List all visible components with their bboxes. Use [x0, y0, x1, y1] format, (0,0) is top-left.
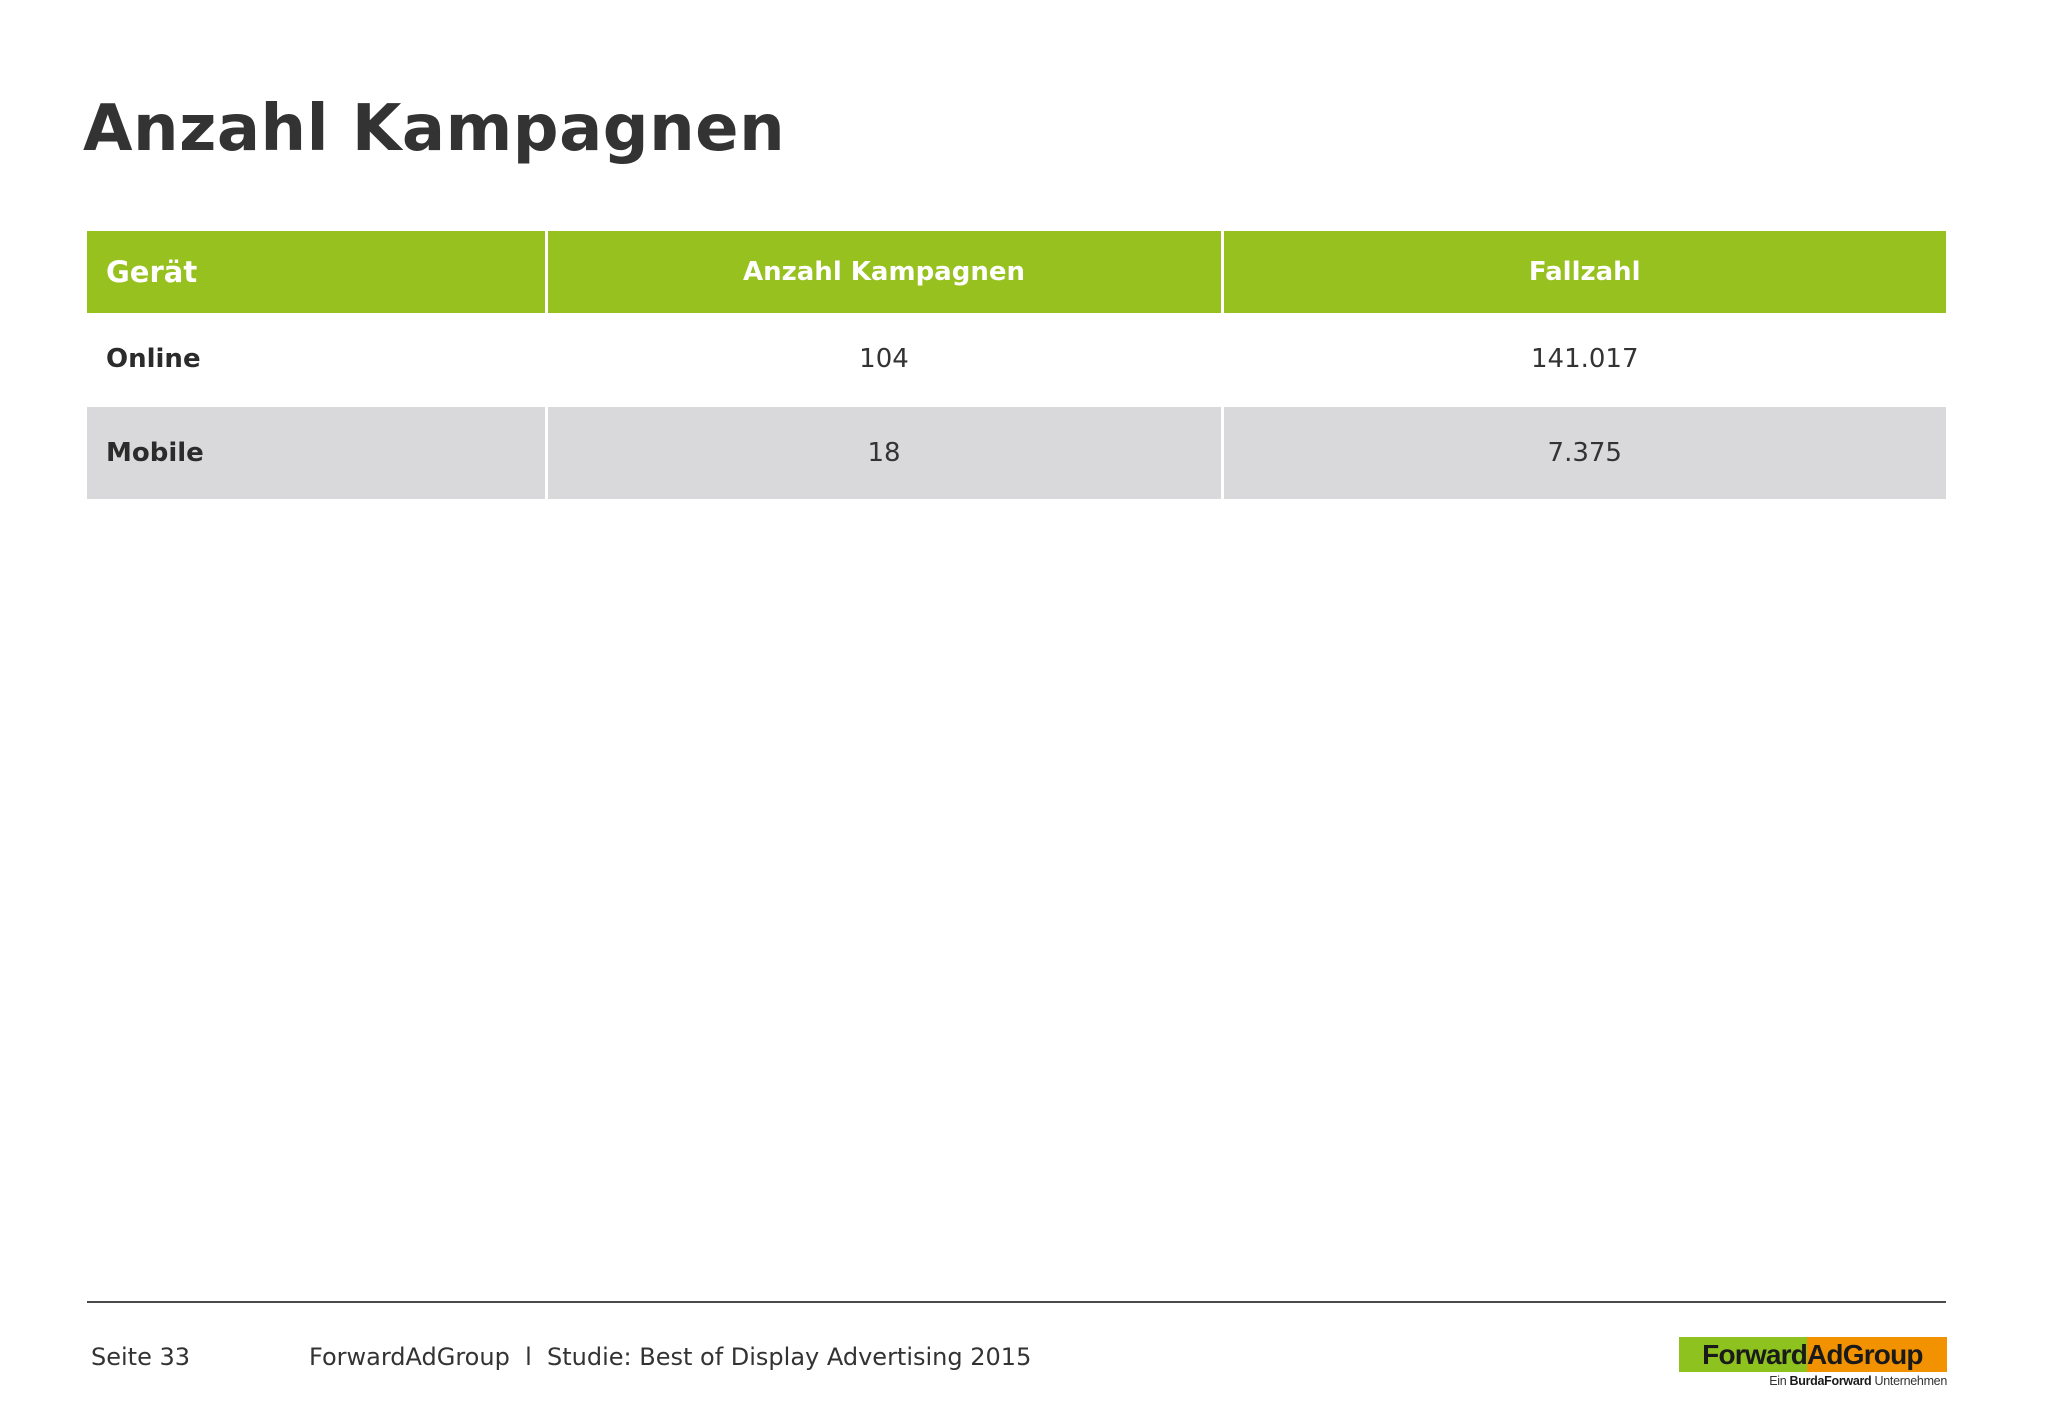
logo-subtitle: Ein BurdaForward Unternehmen: [1679, 1374, 1947, 1388]
logo-text-adgroup: AdGroup: [1807, 1339, 1924, 1370]
cell-fallzahl: 7.375: [1222, 405, 1946, 499]
forwardadgroup-logo: Forward AdGroup Ein BurdaForward Unterne…: [1679, 1337, 1947, 1388]
cell-anzahl-kampagnen: 104: [546, 313, 1224, 406]
table-row: Mobile 18 7.375: [87, 405, 1946, 499]
campaign-table: Gerät Anzahl Kampagnen Fallzahl Online 1…: [87, 231, 1946, 499]
logo-sub-prefix: Ein: [1769, 1374, 1790, 1388]
page-title: Anzahl Kampagnen: [83, 92, 786, 166]
table-header-row: Gerät Anzahl Kampagnen Fallzahl: [87, 231, 1946, 313]
header-anzahl-kampagnen: Anzahl Kampagnen: [546, 231, 1224, 313]
logo-sub-brand: BurdaForward: [1789, 1374, 1872, 1388]
page-number: Seite 33: [91, 1343, 191, 1371]
footer-divider: [87, 1301, 1946, 1303]
table-row: Online 104 141.017: [87, 313, 1946, 406]
logo-sub-suffix: Unternehmen: [1871, 1374, 1948, 1388]
header-geraet: Gerät: [87, 231, 548, 313]
footer-source: ForwardAdGroup l Studie: Best of Display…: [309, 1343, 1032, 1371]
cell-fallzahl: 141.017: [1222, 313, 1946, 406]
cell-geraet: Online: [87, 313, 548, 406]
cell-geraet: Mobile: [87, 405, 548, 499]
header-fallzahl: Fallzahl: [1222, 231, 1946, 313]
cell-anzahl-kampagnen: 18: [546, 405, 1224, 499]
logo-text-forward: Forward: [1702, 1339, 1808, 1370]
